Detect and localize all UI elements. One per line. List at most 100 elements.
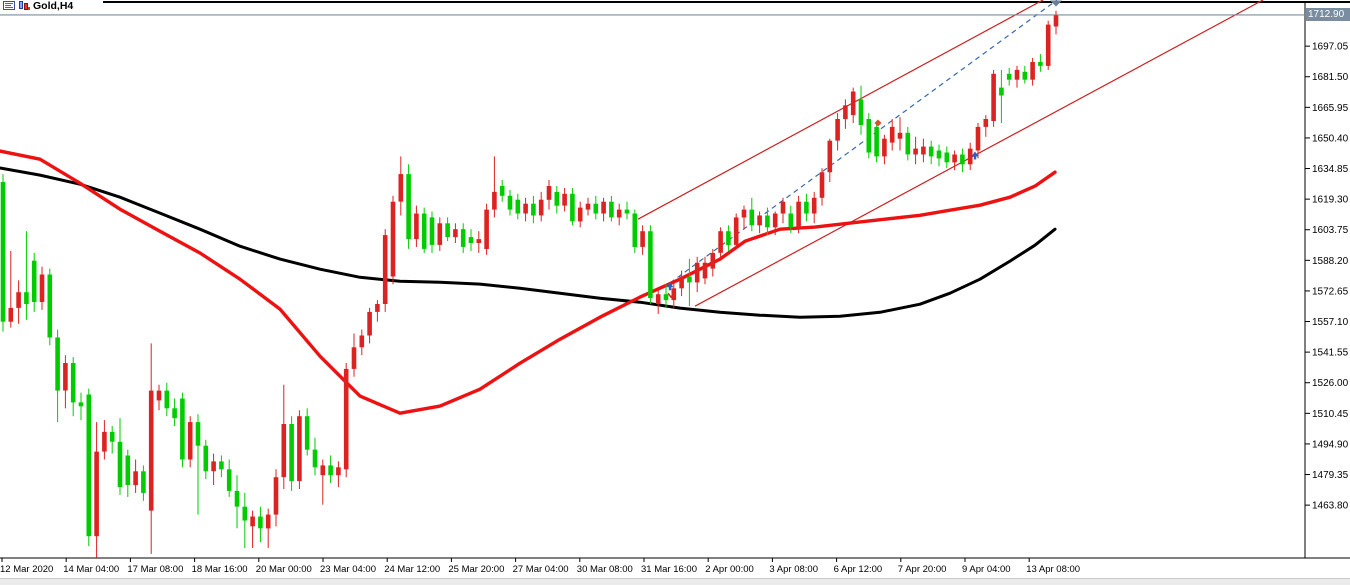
quotes-grid-icon (3, 1, 15, 10)
bear-candle (765, 215, 770, 228)
time-tick-label: 12 Mar 2020 (0, 564, 53, 575)
bull-candle (281, 424, 287, 478)
bull-candle (390, 201, 396, 277)
bear-candle (109, 431, 115, 442)
bull-candle (827, 140, 833, 173)
bull-candle (187, 422, 193, 460)
bull-candle (710, 252, 716, 269)
bear-candle (960, 154, 965, 165)
bull-candle (796, 201, 801, 228)
bull-candle (492, 191, 497, 210)
bull-candle (336, 467, 341, 476)
bear-candle (289, 424, 294, 482)
bear-candle (258, 516, 263, 529)
bear-candle (531, 203, 536, 216)
price-tick-label: 1681.50 (1312, 72, 1349, 83)
time-tick-label: 18 Mar 16:00 (192, 564, 248, 575)
time-tick-label: 6 Apr 12:00 (834, 564, 883, 575)
bull-candle (850, 91, 856, 116)
bull-candle (484, 209, 489, 249)
bear-candle (421, 213, 427, 249)
bull-candle (718, 231, 723, 253)
bear-candle (858, 99, 864, 125)
bear-candle (788, 213, 794, 228)
time-tick-label: 27 Mar 04:00 (513, 564, 569, 575)
bear-candle (406, 174, 411, 239)
bear-candle (499, 186, 505, 196)
candles-group (0, 10, 1059, 558)
bull-candle (273, 477, 279, 515)
bull-candle (453, 229, 458, 238)
bull-candle (967, 148, 973, 165)
time-tick-label: 13 Apr 08:00 (1026, 564, 1080, 575)
price-tick-label: 1572.65 (1312, 286, 1349, 297)
scroll-marker-icon (1050, 0, 1062, 7)
time-tick-label: 20 Mar 00:00 (256, 564, 312, 575)
bull-candle (476, 239, 482, 243)
time-tick-label: 3 Apr 08:00 (769, 564, 818, 575)
bull-candle (523, 203, 528, 214)
bear-candle (999, 87, 1004, 96)
symbol-period-label: Gold,H4 (33, 0, 74, 12)
bull-candle (1030, 62, 1035, 80)
bear-candle (429, 217, 435, 245)
bull-candle (538, 199, 544, 216)
bull-candle (133, 471, 138, 486)
channel-lower-trendline (694, 0, 1264, 307)
bear-candle (726, 231, 731, 245)
bull-candle (148, 390, 154, 511)
price-tick-label: 1697.05 (1312, 42, 1349, 53)
time-tick-label: 25 Mar 20:00 (448, 564, 504, 575)
price-tick-label: 1463.80 (1312, 501, 1349, 512)
chart-title-bar: Gold,H4 (0, 0, 103, 12)
bull-candle (733, 217, 739, 245)
bear-candle (117, 441, 123, 488)
bull-candle (546, 186, 552, 200)
bull-candle (991, 73, 996, 121)
bull-candle (772, 213, 778, 228)
bull-candle (835, 119, 840, 141)
bull-candle (889, 126, 895, 143)
price-tick-label: 1603.75 (1312, 225, 1349, 236)
bear-candle (234, 490, 240, 507)
bull-candle (1045, 24, 1051, 66)
bear-candle (593, 203, 599, 214)
price-tick-label: 1588.20 (1312, 256, 1349, 267)
bull-candle (63, 363, 68, 391)
bear-candle (749, 209, 755, 226)
bear-candle (609, 201, 614, 218)
bear-candle (0, 182, 6, 322)
bull-candle (367, 311, 372, 336)
bull-candle (297, 416, 302, 482)
bull-candle (702, 262, 708, 279)
bull-candle (437, 223, 443, 245)
time-tick-label: 2 Apr 00:00 (705, 564, 754, 575)
bull-candle (250, 516, 255, 527)
bear-candle (515, 199, 521, 214)
bear-candle (312, 449, 318, 468)
sell-tick-icon (667, 292, 675, 299)
bear-candle (195, 422, 201, 446)
bear-candle (1038, 62, 1043, 66)
bull-candle (102, 431, 107, 452)
buy-arrow-icon (666, 282, 674, 291)
price-tick-label: 1494.90 (1312, 439, 1349, 450)
bear-candle (632, 213, 638, 247)
time-tick-label: 17 Mar 08:00 (127, 564, 183, 575)
bear-candle (928, 146, 934, 157)
time-tick-label: 14 Mar 04:00 (63, 564, 119, 575)
bottom-panel-strip (0, 578, 1350, 585)
time-tick-label: 7 Apr 20:00 (898, 564, 947, 575)
bear-candle (180, 398, 185, 460)
price-tick-label: 1619.30 (1312, 195, 1349, 206)
bear-candle (141, 471, 146, 493)
bull-candle (921, 146, 926, 155)
bear-candle (86, 394, 92, 537)
bear-candle (226, 469, 232, 491)
bull-candle (757, 215, 762, 226)
bear-candle (1006, 73, 1012, 80)
bull-candle (640, 231, 645, 247)
bull-candle (94, 451, 99, 537)
price-tick-label: 1479.35 (1312, 470, 1349, 481)
